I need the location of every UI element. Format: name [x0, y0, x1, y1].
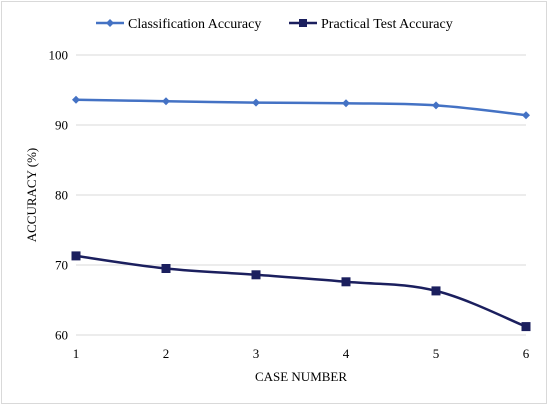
legend: Classification Accuracy Practical Test A… — [96, 17, 453, 32]
x-tick-label-2: 2 — [163, 346, 170, 361]
y-tick-label-100: 100 — [49, 48, 69, 63]
y-tick-label-70: 70 — [55, 258, 68, 273]
y-tick-label-90: 90 — [55, 118, 68, 133]
x-axis-ticks: 1 2 3 4 5 6 — [73, 346, 530, 361]
legend-item-practical-test-accuracy: Practical Test Accuracy — [289, 17, 453, 32]
series-practical-test-accuracy — [71, 251, 531, 332]
x-tick-label-6: 6 — [523, 346, 530, 361]
legend-marker-practical-test-accuracy — [299, 19, 307, 27]
x-tick-label-5: 5 — [433, 346, 440, 361]
data-point-practical-test-accuracy-1 — [71, 251, 81, 261]
y-tick-label-60: 60 — [55, 328, 68, 343]
y-tick-label-80: 80 — [55, 188, 68, 203]
data-point-practical-test-accuracy-6 — [521, 322, 531, 332]
data-point-classification-accuracy-6 — [522, 111, 530, 120]
legend-label-practical-test-accuracy: Practical Test Accuracy — [321, 17, 453, 32]
y-axis-ticks: 60 70 80 90 100 — [49, 48, 69, 343]
series-line-classification-accuracy — [75, 98, 527, 117]
data-point-practical-test-accuracy-5 — [431, 286, 441, 296]
data-point-classification-accuracy-3 — [252, 98, 260, 107]
gridlines — [76, 54, 526, 336]
y-axis-title: ACCURACY (%) — [24, 148, 39, 243]
data-point-practical-test-accuracy-2 — [161, 264, 171, 273]
legend-marker-classification-accuracy — [106, 19, 114, 27]
data-point-classification-accuracy-4 — [342, 99, 350, 108]
series-classification-accuracy — [72, 95, 530, 120]
series-line-practical-test-accuracy — [75, 254, 527, 328]
data-point-classification-accuracy-2 — [162, 97, 170, 106]
data-point-classification-accuracy-1 — [72, 95, 80, 104]
x-tick-label-4: 4 — [343, 346, 350, 361]
x-tick-label-1: 1 — [73, 346, 80, 361]
data-point-practical-test-accuracy-3 — [251, 270, 261, 280]
data-point-classification-accuracy-5 — [432, 101, 440, 110]
legend-label-classification-accuracy: Classification Accuracy — [128, 17, 261, 32]
x-axis-title: CASE NUMBER — [255, 369, 347, 384]
data-point-practical-test-accuracy-4 — [341, 277, 351, 287]
series-layer — [71, 95, 531, 332]
x-tick-label-3: 3 — [253, 346, 260, 361]
legend-item-classification-accuracy: Classification Accuracy — [96, 17, 261, 32]
